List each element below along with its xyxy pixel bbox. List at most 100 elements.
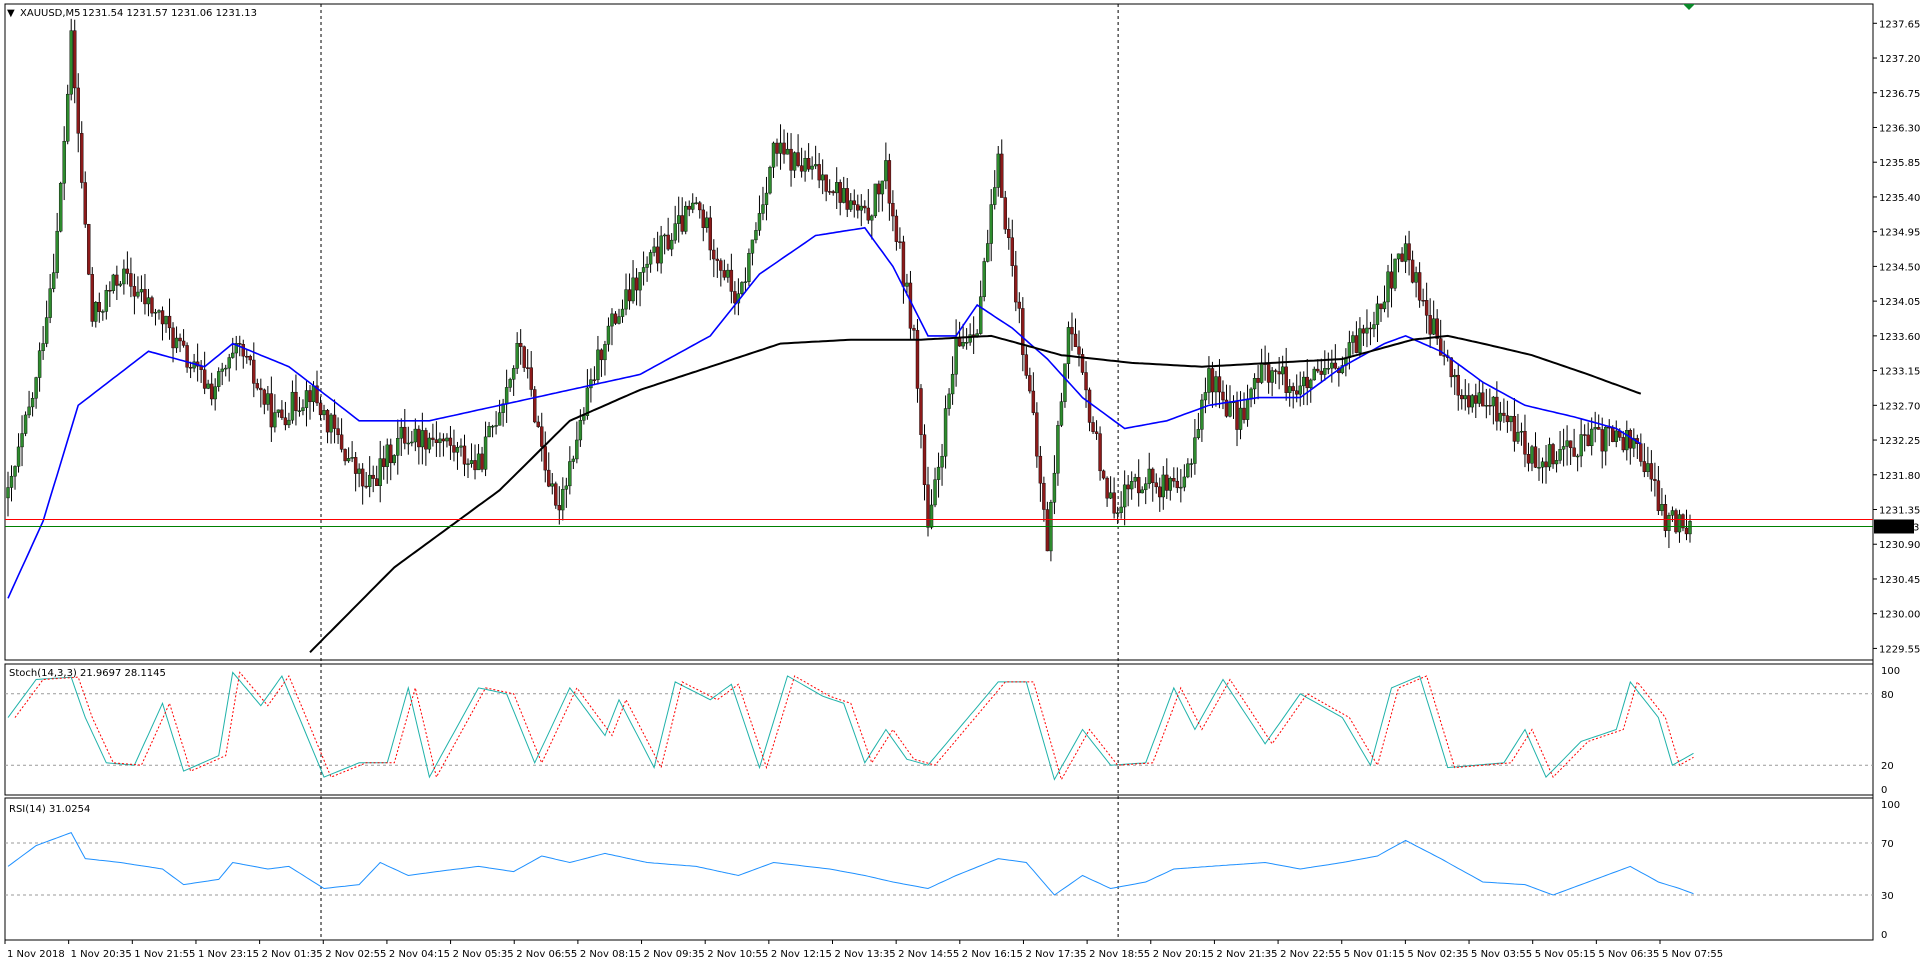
candle [455, 447, 460, 453]
candle [1561, 446, 1566, 450]
rsi-tick-label: 100 [1881, 800, 1900, 811]
candle [957, 337, 962, 347]
candle [796, 152, 800, 166]
candle [778, 142, 783, 154]
candle [329, 414, 333, 433]
time-tick-label: 2 Nov 16:15 [962, 949, 1023, 960]
candle [978, 296, 983, 334]
candle [150, 297, 154, 314]
candle [1119, 506, 1123, 513]
candle [396, 438, 400, 456]
candle [129, 273, 133, 287]
candle [459, 445, 463, 448]
candle [1091, 422, 1095, 432]
candle [1270, 370, 1274, 383]
main-dropdown-icon[interactable]: ▼ [7, 8, 15, 19]
candle [1354, 335, 1359, 353]
candle [252, 359, 256, 384]
candle [1217, 376, 1222, 393]
candle [750, 239, 755, 254]
candle [1477, 392, 1482, 404]
candle [20, 433, 24, 448]
candle [1400, 253, 1404, 262]
candle [1681, 514, 1685, 529]
candle [638, 272, 642, 291]
candle [1147, 468, 1151, 485]
candle [1014, 265, 1018, 303]
candle [1105, 477, 1109, 499]
candle [367, 474, 372, 487]
candle [1193, 437, 1197, 464]
candle [568, 461, 572, 487]
candle [606, 325, 611, 345]
candle [968, 334, 972, 343]
candle [835, 182, 839, 194]
candle [73, 30, 77, 89]
candle [1379, 303, 1383, 310]
price-tick-label: 1237.65 [1879, 19, 1920, 30]
candle [1112, 492, 1116, 514]
price-tick-label: 1235.85 [1879, 158, 1920, 169]
candle [852, 200, 856, 205]
candle [469, 460, 474, 464]
candle [41, 343, 45, 351]
stochastic-main-line [7, 671, 1694, 781]
candle [701, 209, 705, 228]
candle [1056, 425, 1060, 474]
candle [1010, 237, 1014, 266]
candle [617, 316, 621, 324]
candle [273, 412, 277, 428]
candle [181, 340, 186, 346]
candle [1042, 482, 1046, 510]
candle [1256, 378, 1260, 383]
candle [171, 327, 175, 349]
time-tick-label: 2 Nov 12:15 [771, 949, 832, 960]
candle [157, 310, 161, 313]
candle [1158, 486, 1162, 498]
candle [1530, 446, 1534, 464]
candle [820, 174, 825, 181]
candle [476, 453, 481, 471]
candle [325, 410, 330, 433]
candle [494, 425, 498, 427]
candle [1316, 368, 1320, 372]
time-tick-label: 1 Nov 20:35 [71, 949, 132, 960]
candle [1347, 342, 1352, 358]
candle [919, 388, 923, 435]
candle [445, 437, 449, 442]
price-series [5, 4, 1873, 653]
candle [357, 468, 361, 474]
candle [1189, 463, 1194, 465]
candle [1663, 504, 1668, 531]
price-tick-label: 1232.25 [1879, 436, 1920, 447]
candle [108, 289, 112, 292]
candle [220, 368, 224, 372]
candle [669, 239, 674, 250]
candle [1393, 258, 1397, 289]
candle [115, 274, 119, 286]
candle [473, 460, 477, 471]
candle [961, 342, 965, 347]
candle [1646, 463, 1650, 473]
candle [1151, 468, 1155, 483]
candle [51, 272, 56, 289]
candle [1649, 463, 1654, 480]
candle [1575, 455, 1580, 458]
period-separators [320, 4, 1119, 940]
candle [1495, 396, 1499, 422]
candle [522, 346, 526, 368]
candle [1431, 318, 1436, 335]
candle [1558, 449, 1562, 461]
candle [936, 466, 941, 480]
candle [297, 410, 302, 412]
candle [901, 241, 906, 287]
candle [849, 200, 853, 210]
candle [136, 291, 140, 297]
candle [880, 180, 885, 195]
candle [287, 419, 291, 426]
candle [792, 152, 797, 171]
candle [248, 355, 252, 361]
candle [504, 387, 509, 404]
candle [27, 406, 31, 416]
